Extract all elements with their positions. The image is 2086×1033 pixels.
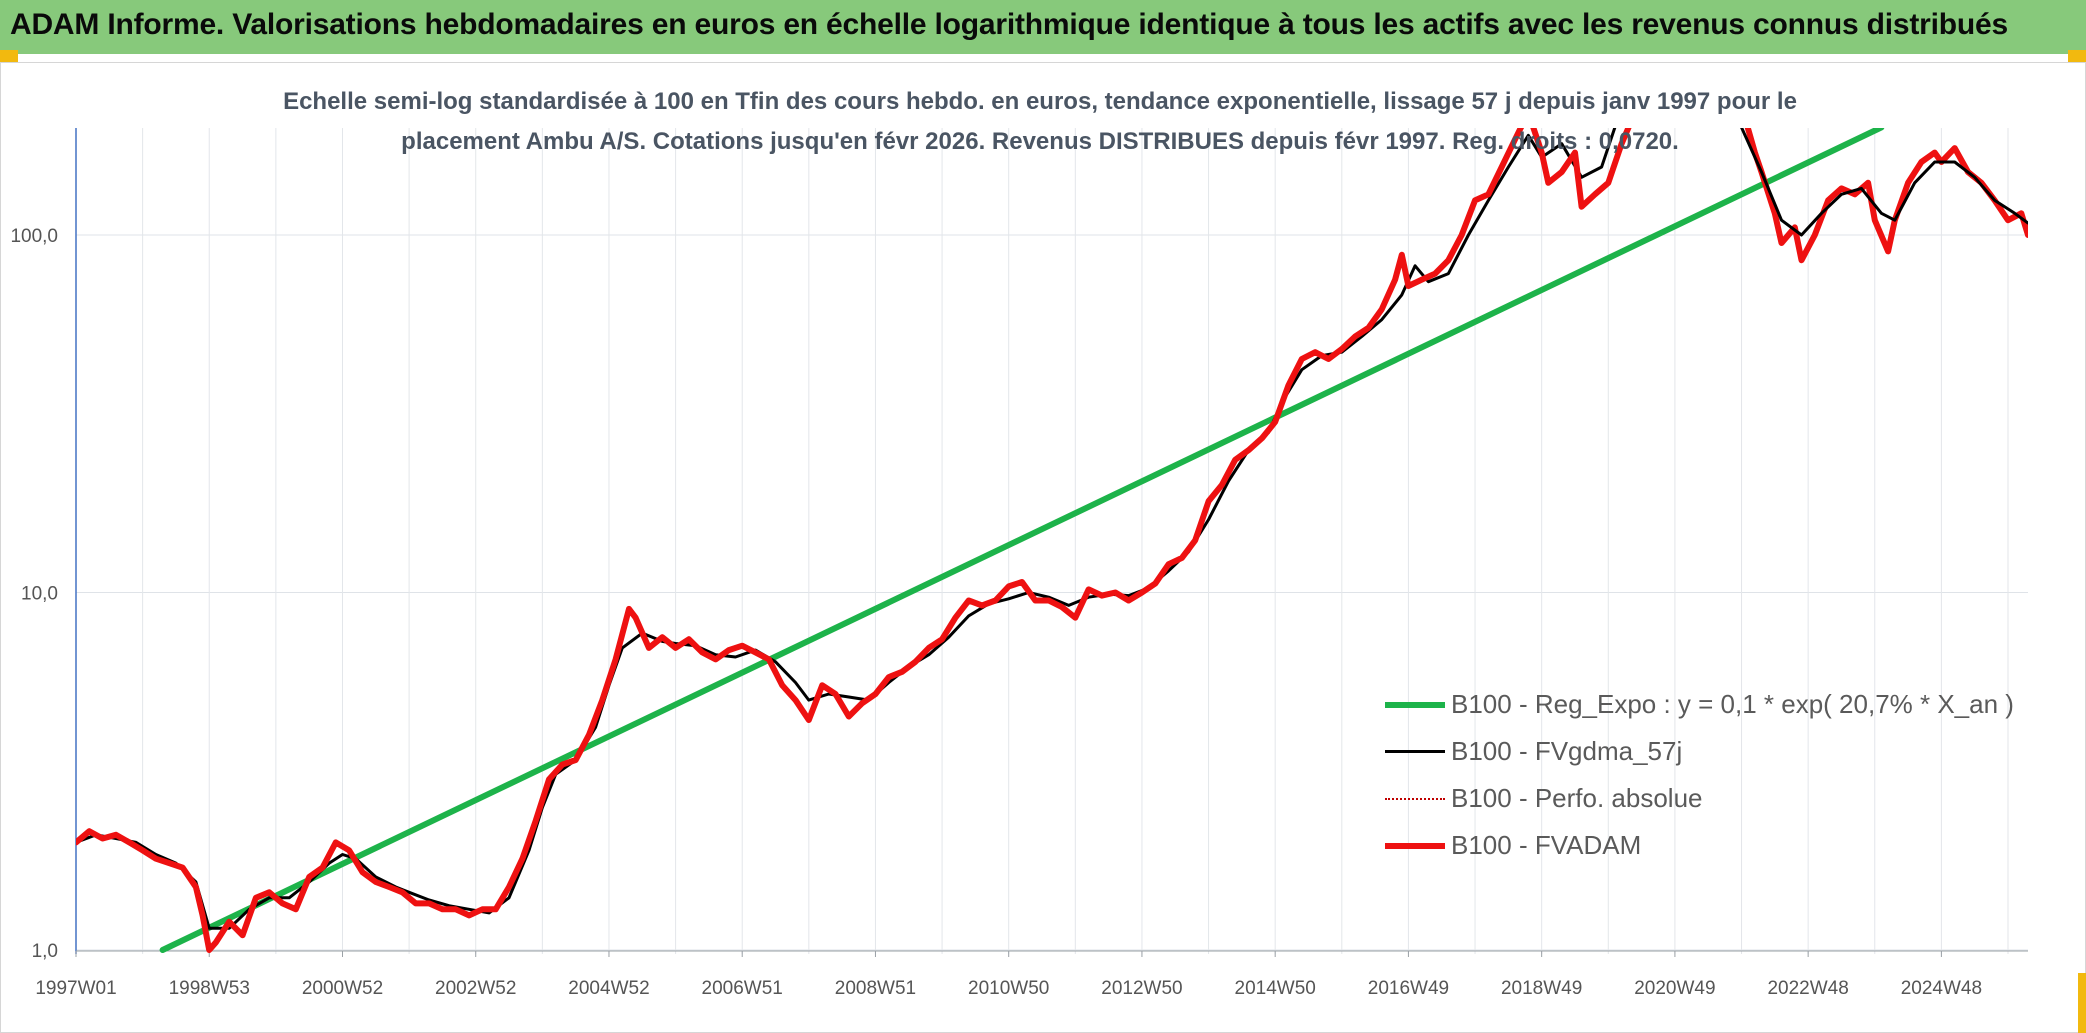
legend-label: B100 - FVADAM bbox=[1451, 830, 1642, 860]
x-tick-label: 2024W48 bbox=[1901, 978, 1982, 999]
title-band bbox=[0, 0, 2086, 54]
y-tick-label: 1,0 bbox=[32, 941, 58, 962]
corner-marker-left bbox=[0, 50, 18, 62]
y-tick-label: 100,0 bbox=[10, 226, 58, 247]
x-tick-label: 2016W49 bbox=[1368, 978, 1449, 999]
axes bbox=[75, 128, 2028, 957]
legend-item: B100 - FVgdma_57j bbox=[1385, 728, 2014, 775]
x-tick-label: 2000W52 bbox=[302, 978, 383, 999]
x-tick-label: 2008W51 bbox=[835, 978, 916, 999]
x-tick-label: 2018W49 bbox=[1501, 978, 1582, 999]
series-layer bbox=[76, 128, 2028, 953]
legend-swatch bbox=[1385, 842, 1445, 849]
series-line-5 bbox=[1740, 128, 2028, 237]
x-tick-label: 2014W50 bbox=[1235, 978, 1316, 999]
legend-item: B100 - FVADAM bbox=[1385, 822, 2014, 869]
x-tick-label: 2022W48 bbox=[1767, 978, 1848, 999]
x-tick-label: 2002W52 bbox=[435, 978, 516, 999]
gridlines bbox=[76, 128, 2028, 954]
y-tick-label: 10,0 bbox=[21, 584, 58, 605]
chart-subtitle-line2: placement Ambu A/S. Cotations jusqu'en f… bbox=[401, 128, 1679, 155]
x-tick-label: 2004W52 bbox=[568, 978, 649, 999]
legend-swatch bbox=[1385, 701, 1445, 708]
legend-swatch bbox=[1385, 750, 1445, 753]
tick-labels: 1,0 10,0 100,0 1997W01 1998W53 2000W52 2002W52… bbox=[10, 226, 1982, 999]
legend-label: B100 - FVgdma_57j bbox=[1451, 736, 1683, 766]
x-tick-label: 2010W50 bbox=[968, 978, 1049, 999]
x-tick-label: 2012W50 bbox=[1101, 978, 1182, 999]
page-title: ADAM Informe. Valorisations hebdomadaire… bbox=[10, 8, 2008, 41]
legend-item: B100 - Perfo. absolue bbox=[1385, 775, 2014, 822]
corner-marker-bottom bbox=[2078, 973, 2086, 1033]
x-tick-label: 1997W01 bbox=[35, 978, 116, 999]
legend-swatch bbox=[1385, 797, 1445, 800]
legend-label: B100 - Perfo. absolue bbox=[1451, 783, 1703, 813]
legend-label: B100 - Reg_Expo : y = 0,1 * exp( 20,7% *… bbox=[1451, 689, 2014, 719]
series-line-3 bbox=[76, 128, 1632, 953]
x-tick-label: 2020W49 bbox=[1634, 978, 1715, 999]
corner-marker-right bbox=[2068, 50, 2086, 62]
x-tick-label: 2006W51 bbox=[702, 978, 783, 999]
series-line-0 bbox=[159, 128, 1885, 953]
chart-subtitle-line1: Echelle semi-log standardisée à 100 en T… bbox=[283, 88, 1797, 115]
legend-item: B100 - Reg_Expo : y = 0,1 * exp( 20,7% *… bbox=[1385, 681, 2014, 728]
x-tick-label: 1998W53 bbox=[169, 978, 250, 999]
chart-legend: B100 - Reg_Expo : y = 0,1 * exp( 20,7% *… bbox=[1385, 681, 2014, 869]
